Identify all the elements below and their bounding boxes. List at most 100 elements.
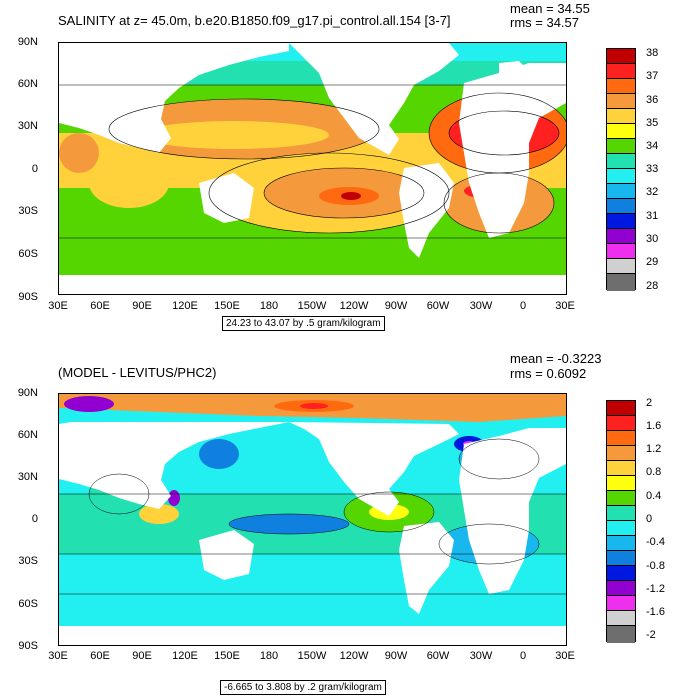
- colorbar-swatch: [607, 536, 635, 551]
- x-label-30w: 30W: [469, 650, 493, 662]
- y-label-60n: 60N: [17, 429, 38, 441]
- colorbar-swatch: [607, 581, 635, 596]
- panel1-rms: rms = 34.57: [510, 15, 580, 30]
- cbar1-label: 38: [646, 47, 659, 59]
- y-label-30n: 30N: [17, 120, 38, 132]
- north-america-land: [289, 43, 459, 155]
- x-label-150w: 150W: [297, 650, 327, 662]
- colorbar-swatch: [607, 521, 635, 536]
- y-label-eq: 0: [31, 163, 38, 175]
- x-label-120w: 120W: [339, 300, 369, 312]
- y-label-60s: 60S: [18, 248, 38, 260]
- colorbar-swatch: [607, 154, 635, 169]
- panel1-info-box: 24.23 to 43.07 by .5 gram/kilogram: [222, 316, 385, 331]
- colorbar-swatch: [607, 491, 635, 506]
- greenland-land: [499, 61, 529, 83]
- cbar2-label: 1.2: [646, 443, 662, 455]
- y-label-90s: 90S: [18, 640, 38, 652]
- x-label-30e-end: 30E: [555, 650, 575, 662]
- cbar1-label: 36: [646, 94, 659, 106]
- cbar2-label: 0.4: [646, 490, 662, 502]
- x-label-0: 0: [519, 300, 527, 312]
- x-label-90w: 90W: [384, 300, 408, 312]
- x-label-150e: 150E: [214, 300, 240, 312]
- antarctica-land: [59, 275, 566, 294]
- colorbar-swatch: [607, 461, 635, 476]
- panel1-mean: mean = 34.55: [510, 1, 590, 16]
- y-label-90s: 90S: [18, 291, 38, 303]
- x-label-60w: 60W: [426, 300, 450, 312]
- panel2-colorbar: [606, 400, 636, 643]
- colorbar-swatch: [607, 506, 635, 521]
- difference-map: [58, 393, 567, 646]
- x-label-120w: 120W: [339, 650, 369, 662]
- colorbar-swatch: [607, 416, 635, 431]
- cbar2-label: -1.6: [646, 606, 665, 618]
- colorbar-swatch: [607, 79, 635, 94]
- x-label-90e: 90E: [132, 650, 152, 662]
- eurasia-land: [59, 43, 289, 153]
- y-label-30s: 30S: [18, 555, 38, 567]
- cbar2-label: -2: [646, 629, 656, 641]
- x-label-60w: 60W: [426, 650, 450, 662]
- x-label-180: 180: [259, 650, 279, 662]
- y-label-30n: 30N: [17, 471, 38, 483]
- salinity-map-svg: [59, 43, 566, 294]
- cbar1-label: 30: [646, 233, 659, 245]
- x-label-30e: 30E: [48, 650, 68, 662]
- x-label-150e: 150E: [214, 650, 240, 662]
- cbar1-label: 34: [646, 140, 659, 152]
- difference-panel: (MODEL - LEVITUS/PHC2) mean = -0.3223 rm…: [0, 350, 700, 700]
- colorbar-swatch: [607, 626, 635, 643]
- colorbar-swatch: [607, 184, 635, 199]
- y-label-eq: 0: [31, 513, 38, 525]
- colorbar-swatch: [607, 476, 635, 491]
- cbar2-label: 2: [646, 397, 653, 409]
- australia-land: [199, 173, 254, 223]
- x-label-60e: 60E: [90, 650, 110, 662]
- panel2-rms: rms = 0.6092: [510, 366, 587, 381]
- panel1-title: SALINITY at z= 45.0m, b.e20.B1850.f09_g1…: [58, 13, 451, 28]
- colorbar-swatch: [607, 401, 635, 416]
- cbar1-label: 31: [646, 210, 659, 222]
- colorbar-swatch: [607, 596, 635, 611]
- x-label-120e: 120E: [172, 300, 198, 312]
- colorbar-swatch: [607, 446, 635, 461]
- cbar2-label: 0.8: [646, 466, 662, 478]
- salinity-map: [58, 42, 567, 295]
- panel2-title: (MODEL - LEVITUS/PHC2): [58, 365, 217, 380]
- y-label-90n: 90N: [17, 387, 38, 399]
- colorbar-swatch: [607, 551, 635, 566]
- cbar1-label: 37: [646, 70, 659, 82]
- cbar1-label: 33: [646, 163, 659, 175]
- colorbar-swatch: [607, 139, 635, 154]
- x-label-30e: 30E: [48, 300, 68, 312]
- x-label-90w: 90W: [384, 650, 408, 662]
- y-label-60s: 60S: [18, 598, 38, 610]
- cbar2-label: 1.6: [646, 420, 662, 432]
- colorbar-swatch: [607, 229, 635, 244]
- eq-pacific-fresh: [229, 514, 349, 534]
- cbar2-label: 0: [646, 513, 653, 525]
- x-label-120e: 120E: [172, 650, 198, 662]
- cbar2-label: -0.4: [646, 536, 665, 548]
- y-label-30s: 30S: [18, 205, 38, 217]
- cbar1-label: 35: [646, 117, 659, 129]
- difference-map-svg: [59, 394, 566, 645]
- colorbar-swatch: [607, 244, 635, 259]
- colorbar-swatch: [607, 124, 635, 139]
- salinity-panel: SALINITY at z= 45.0m, b.e20.B1850.f09_g1…: [17, 1, 659, 331]
- cbar1-label: 32: [646, 186, 659, 198]
- x-label-0: 0: [519, 650, 527, 662]
- colorbar-swatch: [607, 109, 635, 124]
- x-label-90e: 90E: [132, 300, 152, 312]
- colorbar-swatch: [607, 566, 635, 581]
- colorbar-swatch: [607, 169, 635, 184]
- cbar2-label: -0.8: [646, 560, 665, 572]
- cbar1-label: 29: [646, 256, 659, 268]
- colorbar-swatch: [607, 214, 635, 229]
- indian-ocean: [89, 158, 169, 208]
- colorbar-swatch: [607, 94, 635, 109]
- colorbar-swatch: [607, 199, 635, 214]
- x-label-30w: 30W: [469, 300, 493, 312]
